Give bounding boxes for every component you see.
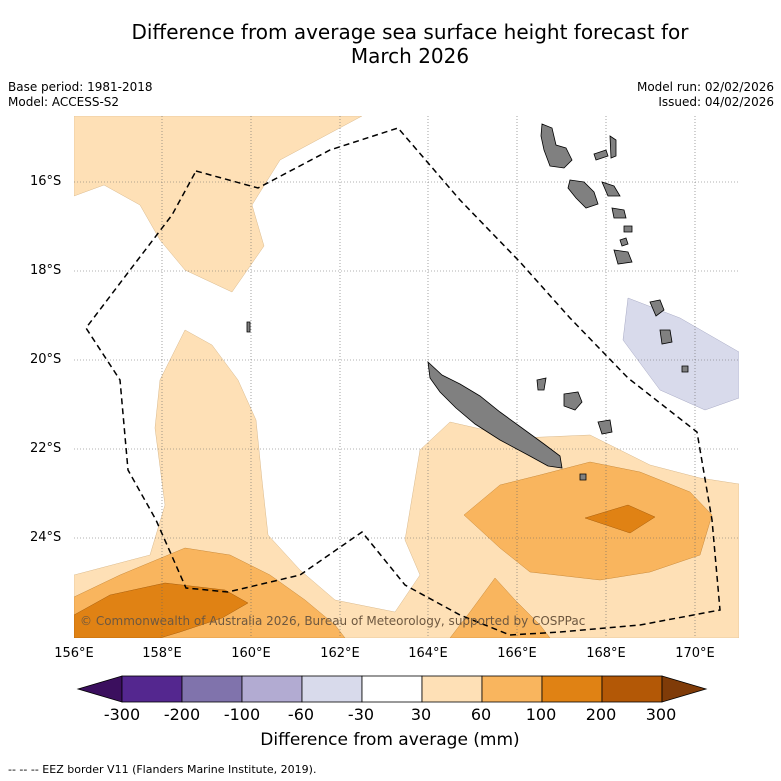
gridlines	[74, 116, 739, 638]
lon-label-160e: 160°E	[231, 646, 271, 661]
lon-label-170e: 170°E	[675, 646, 715, 661]
base-period: Base period: 1981-2018	[8, 80, 153, 94]
cb-tick-7: 100	[525, 705, 557, 724]
vanuatu-island-ambae	[593, 149, 609, 161]
vanuatu-island-pentecost	[601, 181, 621, 197]
anomaly-region-mid-s	[449, 577, 551, 638]
anomaly-region-negative-ne	[622, 297, 739, 411]
lon-label-166e: 166°E	[497, 646, 537, 661]
cb-tick-3: -60	[287, 705, 315, 724]
loyalty-island-1	[563, 391, 583, 411]
cb-tick-1: -200	[163, 705, 201, 724]
colorbar-segment	[481, 675, 543, 703]
meta-left: Base period: 1981-2018 Model: ACCESS-S2	[8, 80, 153, 110]
title-line-2: March 2026	[350, 44, 470, 68]
lon-label-164e: 164°E	[408, 646, 448, 661]
colorbar-segment	[181, 675, 243, 703]
anomaly-region-low-nw	[74, 116, 363, 293]
model-run: Model run: 02/02/2026	[636, 80, 774, 94]
colorbar-segment	[601, 675, 663, 703]
vanuatu-efate	[611, 207, 627, 219]
model-name: Model: ACCESS-S2	[8, 95, 120, 109]
colorbar-extend-high	[661, 675, 708, 703]
vanuatu-espiritu-santo	[540, 123, 573, 169]
vanuatu-small-island-1	[623, 225, 633, 233]
eez-footer-note: -- -- -- EEZ border V11 (Flanders Marine…	[8, 763, 317, 776]
lat-label-20s: 20°S	[30, 352, 62, 367]
cb-tick-5: 30	[410, 705, 432, 724]
colorbar-extend-low	[76, 675, 123, 703]
lon-label-162e: 162°E	[320, 646, 360, 661]
vanuatu-island-north	[609, 135, 617, 159]
colorbar-segment	[421, 675, 483, 703]
lat-label-16s: 16°S	[30, 174, 62, 189]
lon-label-168e: 168°E	[586, 646, 626, 661]
lat-label-22s: 22°S	[30, 441, 62, 456]
lat-label-18s: 18°S	[30, 263, 62, 278]
loyalty-island-2	[597, 419, 613, 435]
copyright-notice: © Commonwealth of Australia 2026, Bureau…	[80, 614, 586, 628]
island-east-1	[649, 299, 665, 317]
map-title: Difference from average sea surface heig…	[90, 20, 730, 68]
anomaly-region-high-e	[584, 504, 656, 534]
colorbar-segment	[241, 675, 303, 703]
loyalty-island-3	[536, 377, 547, 391]
lat-label-24s: 24°S	[30, 530, 62, 545]
cb-tick-6: 60	[470, 705, 492, 724]
lon-label-156e: 156°E	[54, 646, 94, 661]
island-east-3	[681, 365, 689, 373]
meta-right: Model run: 02/02/2026 Issued: 04/02/2026	[637, 80, 774, 110]
lon-label-158e: 158°E	[142, 646, 182, 661]
cb-tick-8: 200	[585, 705, 617, 724]
anomaly-region-mid-e	[463, 461, 713, 581]
eez-border	[85, 127, 721, 636]
vanuatu-small-island-2	[619, 237, 629, 247]
title-line-1: Difference from average sea surface heig…	[131, 20, 689, 44]
colorbar	[76, 675, 708, 703]
vanuatu-malekula	[567, 179, 599, 209]
cb-tick-4: -30	[347, 705, 375, 724]
island-east-2	[659, 329, 673, 345]
colorbar-segment	[361, 675, 423, 703]
cb-tick-9: 300	[645, 705, 677, 724]
colorbar-segment	[301, 675, 363, 703]
cb-tick-0: -300	[103, 705, 141, 724]
colorbar-segment	[121, 675, 183, 703]
cb-tick-2: -100	[223, 705, 261, 724]
vanuatu-erromango	[613, 249, 633, 265]
island-small-south	[579, 473, 587, 481]
anomaly-region-high-sw	[74, 582, 249, 638]
issued-date: Issued: 04/02/2026	[658, 95, 774, 109]
island-small-west	[246, 321, 251, 333]
colorbar-label: Difference from average (mm)	[260, 730, 520, 750]
new-caledonia-island	[427, 360, 563, 469]
colorbar-segment	[541, 675, 603, 703]
